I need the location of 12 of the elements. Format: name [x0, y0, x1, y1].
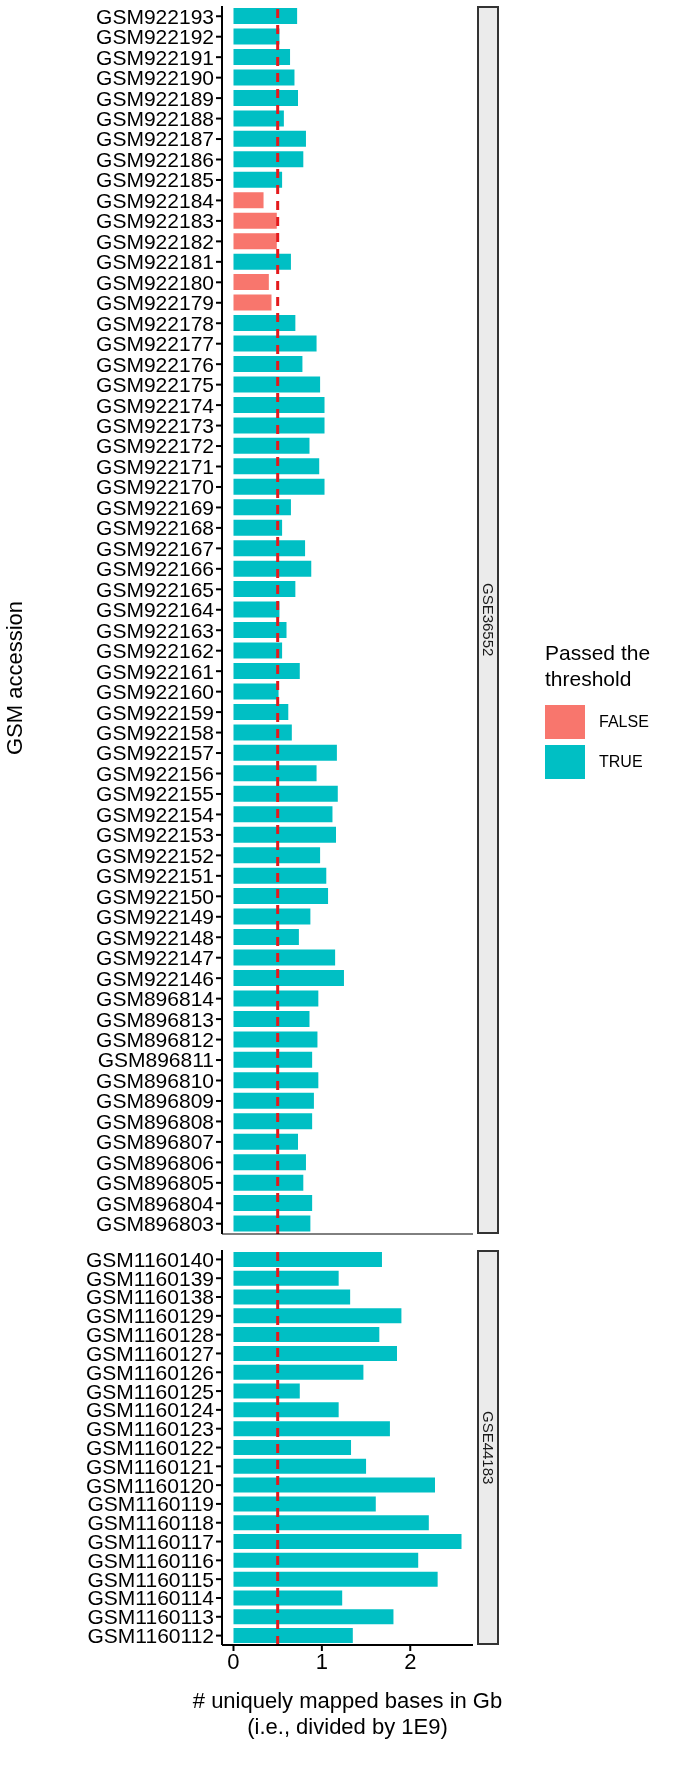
y-tick-label: GSM896803	[96, 1212, 214, 1236]
legend-label: TRUE	[599, 753, 643, 771]
legend-label: FALSE	[599, 713, 649, 731]
x-axis-title: # uniquely mapped bases in Gb (i.e., divided by 1E9)	[191, 1688, 504, 1740]
legend-title: Passed the threshold	[545, 640, 652, 692]
facet-strip: GSE36552	[477, 6, 499, 1234]
y-tick-label: GSM922193	[96, 4, 214, 28]
x-tick-label: 1	[315, 1648, 328, 1674]
y-axis-title: GSM accession	[2, 600, 28, 756]
facet-strip: GSE44183	[477, 1250, 499, 1645]
x-tick-label: 0	[227, 1648, 240, 1674]
x-tick-label: 2	[404, 1648, 417, 1674]
